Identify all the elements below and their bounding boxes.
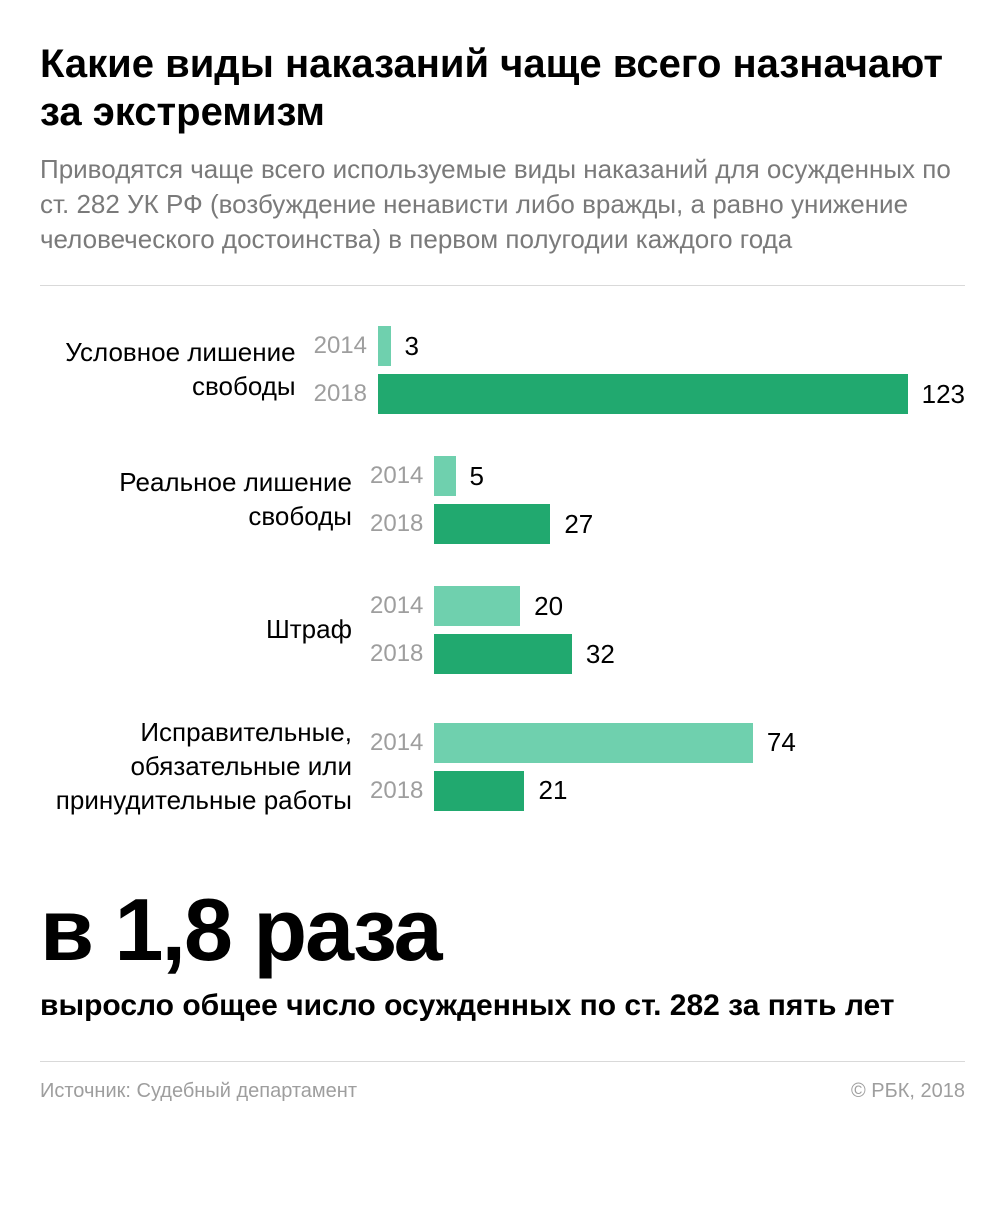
bars-container: 2014 20 2018 32 bbox=[370, 586, 965, 674]
bar-row: 2018 21 bbox=[370, 771, 965, 811]
bars-container: 2014 3 2018 123 bbox=[314, 326, 965, 414]
category-label: Штраф bbox=[40, 586, 370, 674]
bar-row: 2018 123 bbox=[314, 374, 965, 414]
bar bbox=[434, 456, 456, 496]
bar bbox=[434, 634, 572, 674]
chart-group: Штраф2014 20 2018 32 bbox=[40, 586, 965, 674]
bar-row: 2014 74 bbox=[370, 723, 965, 763]
footer: Источник: Судебный департамент © РБК, 20… bbox=[40, 1062, 965, 1103]
bar bbox=[434, 586, 520, 626]
bar bbox=[434, 723, 753, 763]
chart-group: Исправительные, обязательные или принуди… bbox=[40, 716, 965, 817]
year-label: 2014 bbox=[314, 332, 378, 360]
value-label: 74 bbox=[753, 727, 796, 758]
bar bbox=[378, 374, 908, 414]
big-number-block: в 1,8 раза выросло общее число осужденны… bbox=[40, 886, 965, 1025]
bar-row: 2014 3 bbox=[314, 326, 965, 366]
bar bbox=[378, 326, 391, 366]
bar-row: 2018 27 bbox=[370, 504, 965, 544]
year-label: 2018 bbox=[370, 777, 434, 805]
credit-label: © РБК, 2018 bbox=[851, 1080, 965, 1103]
bar bbox=[434, 771, 524, 811]
year-label: 2018 bbox=[370, 510, 434, 538]
bar-row: 2014 20 bbox=[370, 586, 965, 626]
value-label: 5 bbox=[456, 461, 484, 492]
big-number-subtitle: выросло общее число осужденных по ст. 28… bbox=[40, 986, 965, 1025]
year-label: 2014 bbox=[370, 592, 434, 620]
value-label: 32 bbox=[572, 639, 615, 670]
bar-row: 2018 32 bbox=[370, 634, 965, 674]
chart-group: Реальное лишение свободы2014 5 2018 27 bbox=[40, 456, 965, 544]
value-label: 123 bbox=[908, 379, 965, 410]
year-label: 2018 bbox=[314, 380, 378, 408]
infographic-container: Какие виды наказаний чаще всего назначаю… bbox=[0, 0, 1005, 1127]
year-label: 2014 bbox=[370, 462, 434, 490]
category-label: Условное лишение свободы bbox=[40, 326, 314, 414]
chart-group: Условное лишение свободы2014 3 2018 123 bbox=[40, 326, 965, 414]
value-label: 3 bbox=[391, 331, 419, 362]
year-label: 2014 bbox=[370, 729, 434, 757]
big-number-value: в 1,8 раза bbox=[40, 886, 965, 974]
category-label: Исправительные, обязательные или принуди… bbox=[40, 716, 370, 817]
category-label: Реальное лишение свободы bbox=[40, 456, 370, 544]
bar-chart: Условное лишение свободы201432018123Реал… bbox=[40, 286, 965, 837]
chart-title: Какие виды наказаний чаще всего назначаю… bbox=[40, 40, 965, 136]
value-label: 21 bbox=[524, 775, 567, 806]
source-label: Источник: Судебный департамент bbox=[40, 1080, 357, 1103]
bars-container: 2014 74 2018 21 bbox=[370, 716, 965, 817]
bar bbox=[434, 504, 550, 544]
year-label: 2018 bbox=[370, 640, 434, 668]
bar-row: 2014 5 bbox=[370, 456, 965, 496]
value-label: 27 bbox=[550, 509, 593, 540]
value-label: 20 bbox=[520, 591, 563, 622]
chart-subtitle: Приводятся чаще всего используемые виды … bbox=[40, 152, 965, 257]
bars-container: 2014 5 2018 27 bbox=[370, 456, 965, 544]
